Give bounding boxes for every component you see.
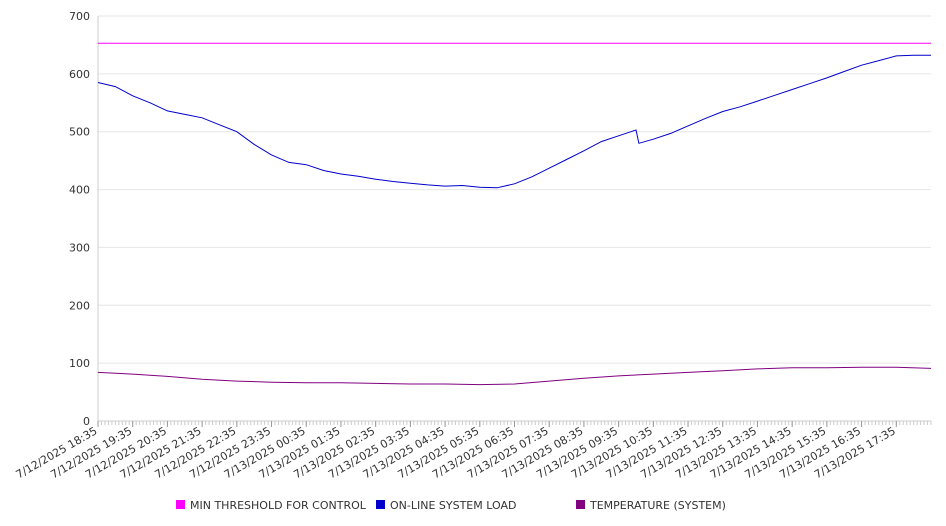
series-line-1 bbox=[97, 54, 931, 189]
legend-swatch bbox=[176, 500, 185, 509]
x-axis: 7/12/2025 18:357/12/2025 19:357/12/2025 … bbox=[14, 420, 932, 481]
y-tick-label: 100 bbox=[69, 357, 90, 370]
legend-label: TEMPERATURE (SYSTEM) bbox=[589, 499, 726, 512]
y-tick-label: 300 bbox=[69, 241, 90, 254]
series-line-2 bbox=[97, 366, 932, 386]
legend-swatch bbox=[576, 500, 585, 509]
y-tick-label: 700 bbox=[69, 10, 90, 23]
y-tick-label: 500 bbox=[69, 126, 90, 139]
legend-item: MIN THRESHOLD FOR CONTROL bbox=[176, 499, 367, 512]
y-axis: 0 100 200 300 400 500 600 700 bbox=[69, 10, 99, 428]
legend-swatch bbox=[376, 500, 385, 509]
grid-lines bbox=[98, 15, 931, 422]
y-tick-label: 200 bbox=[69, 299, 90, 312]
y-tick-label: 600 bbox=[69, 68, 90, 81]
legend: MIN THRESHOLD FOR CONTROL ON-LINE SYSTEM … bbox=[176, 499, 726, 512]
legend-item: ON-LINE SYSTEM LOAD bbox=[376, 499, 516, 512]
legend-label: MIN THRESHOLD FOR CONTROL bbox=[190, 499, 367, 512]
legend-label: ON-LINE SYSTEM LOAD bbox=[390, 499, 516, 512]
y-tick-label: 400 bbox=[69, 184, 90, 197]
series-lines bbox=[97, 42, 932, 386]
y-tick-label: 0 bbox=[83, 415, 90, 428]
legend-item: TEMPERATURE (SYSTEM) bbox=[576, 499, 726, 512]
